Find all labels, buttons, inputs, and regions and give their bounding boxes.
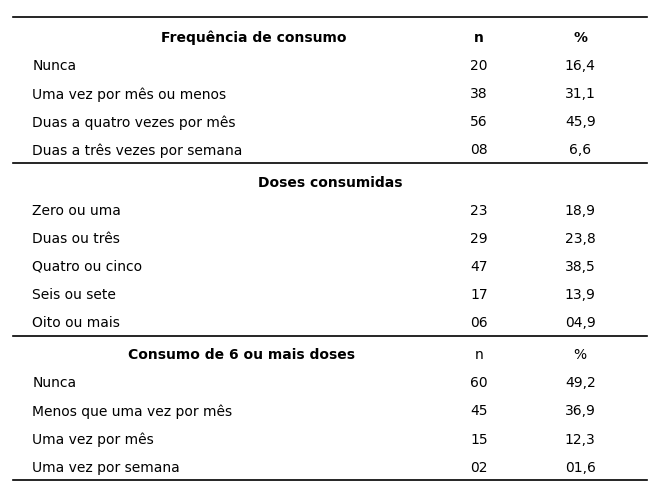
Text: 20: 20 [470, 59, 488, 73]
Text: Uma vez por mês: Uma vez por mês [32, 432, 154, 447]
Text: n: n [474, 31, 484, 45]
Text: 36,9: 36,9 [565, 404, 596, 418]
Text: 29: 29 [470, 232, 488, 246]
Text: Menos que uma vez por mês: Menos que uma vez por mês [32, 404, 232, 419]
Text: Oito ou mais: Oito ou mais [32, 316, 120, 330]
Text: 45,9: 45,9 [565, 116, 595, 129]
Text: 56: 56 [470, 116, 488, 129]
Text: Nunca: Nunca [32, 59, 77, 73]
Text: 12,3: 12,3 [565, 433, 595, 447]
Text: Duas ou três: Duas ou três [32, 232, 120, 246]
Text: Seis ou sete: Seis ou sete [32, 288, 116, 302]
Text: 60: 60 [470, 376, 488, 390]
Text: 23,8: 23,8 [565, 232, 595, 246]
Text: %: % [574, 348, 587, 363]
Text: Frequência de consumo: Frequência de consumo [161, 31, 346, 45]
Text: Uma vez por mês ou menos: Uma vez por mês ou menos [32, 87, 226, 102]
Text: Consumo de 6 ou mais doses: Consumo de 6 ou mais doses [128, 348, 355, 363]
Text: 38: 38 [470, 87, 488, 102]
Text: 01,6: 01,6 [565, 461, 596, 475]
Text: Nunca: Nunca [32, 376, 77, 390]
Text: 13,9: 13,9 [565, 288, 596, 302]
Text: 49,2: 49,2 [565, 376, 595, 390]
Text: 08: 08 [470, 143, 488, 157]
Text: 23: 23 [470, 204, 488, 218]
Text: Doses consumidas: Doses consumidas [258, 176, 402, 190]
Text: 17: 17 [470, 288, 488, 302]
Text: Quatro ou cinco: Quatro ou cinco [32, 260, 143, 274]
Text: 02: 02 [470, 461, 488, 475]
Text: n: n [475, 348, 483, 363]
Text: 16,4: 16,4 [565, 59, 596, 73]
Text: 06: 06 [470, 316, 488, 330]
Text: Duas a três vezes por semana: Duas a três vezes por semana [32, 143, 243, 158]
Text: 38,5: 38,5 [565, 260, 595, 274]
Text: 31,1: 31,1 [565, 87, 596, 102]
Text: 47: 47 [470, 260, 488, 274]
Text: 15: 15 [470, 433, 488, 447]
Text: 6,6: 6,6 [569, 143, 591, 157]
Text: Duas a quatro vezes por mês: Duas a quatro vezes por mês [32, 115, 236, 129]
Text: 04,9: 04,9 [565, 316, 595, 330]
Text: 45: 45 [470, 404, 488, 418]
Text: Uma vez por semana: Uma vez por semana [32, 461, 180, 475]
Text: Zero ou uma: Zero ou uma [32, 204, 121, 218]
Text: %: % [574, 31, 587, 45]
Text: 18,9: 18,9 [565, 204, 596, 218]
